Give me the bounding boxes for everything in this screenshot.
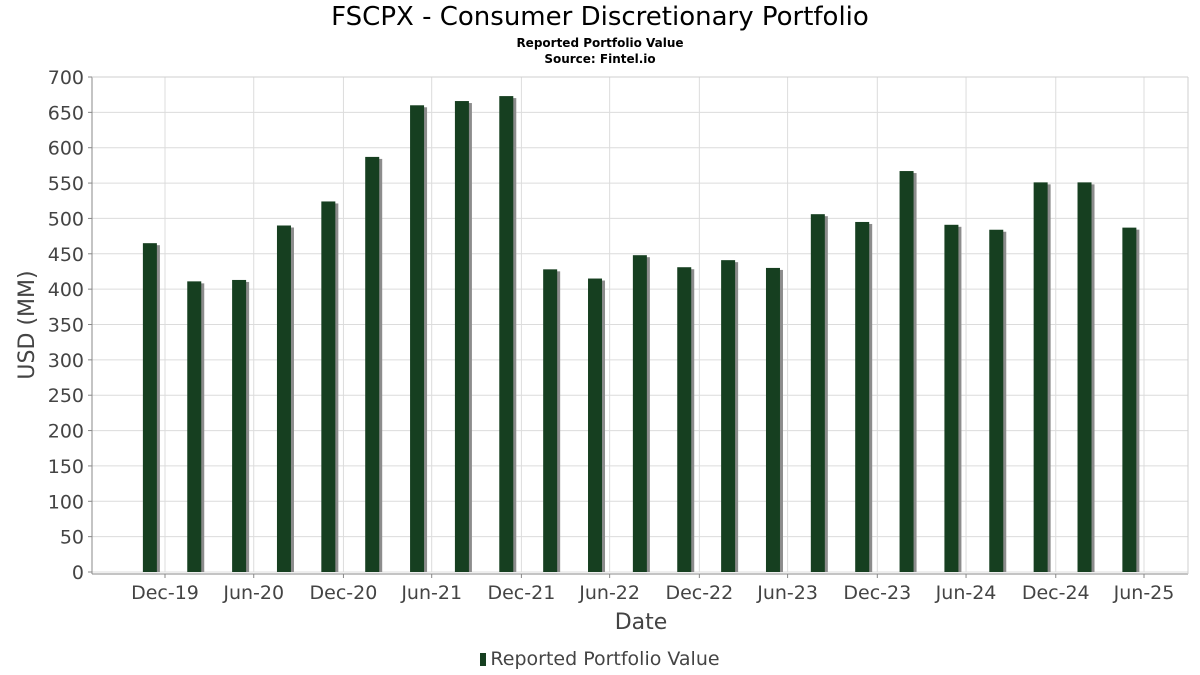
bar (677, 267, 692, 572)
y-tick-label: 450 (48, 244, 84, 266)
legend: Reported Portfolio Value (0, 648, 1200, 670)
y-tick-labels: 0 50 100 150 200 250 300 350 400 450 500 550 600 650 7… (48, 67, 84, 584)
bar (1033, 182, 1048, 572)
chart-subtitle: Reported Portfolio Value (516, 36, 684, 50)
chart-title: FSCPX - Consumer Discretionary Portfolio (331, 2, 869, 32)
bar (765, 267, 780, 572)
axes (88, 76, 1189, 578)
bar (543, 269, 558, 572)
y-tick-label: 150 (48, 456, 84, 478)
x-tick-label: Jun-25 (1113, 582, 1175, 604)
y-tick-label: 350 (48, 315, 84, 337)
bar (321, 201, 336, 572)
bar (632, 255, 647, 572)
bar (232, 279, 247, 572)
x-tick-label: Dec-20 (310, 582, 378, 604)
y-tick-label: 650 (48, 102, 84, 124)
x-tick-label: Jun-22 (578, 582, 640, 604)
x-tick-label: Jun-20 (222, 582, 284, 604)
bar (944, 224, 959, 573)
x-tick-label: Jun-21 (400, 582, 462, 604)
y-tick-label: 200 (48, 421, 84, 443)
y-tick-label: 400 (48, 279, 84, 301)
bar (410, 105, 425, 573)
bar (454, 101, 469, 573)
chart-source: Source: Fintel.io (544, 52, 656, 66)
bar (899, 171, 914, 573)
x-axis-title: Date (615, 610, 668, 635)
x-tick-label: Dec-23 (843, 582, 911, 604)
y-axis-title: USD (MM) (15, 270, 40, 379)
y-tick-label: 50 (60, 527, 84, 549)
y-tick-label: 700 (48, 67, 84, 89)
bar (1077, 182, 1092, 572)
y-tick-label: 0 (72, 562, 84, 584)
bar (810, 214, 825, 572)
bars (142, 96, 1140, 573)
bar (499, 96, 514, 572)
bar (365, 156, 380, 572)
x-tick-label: Jun-24 (935, 582, 997, 604)
y-tick-label: 300 (48, 350, 84, 372)
legend-label: Reported Portfolio Value (490, 648, 720, 670)
x-tick-label: Dec-21 (487, 582, 555, 604)
bar (855, 221, 870, 572)
y-tick-label: 250 (48, 385, 84, 407)
y-tick-label: 500 (48, 208, 84, 230)
x-tick-labels: Dec-19 Jun-20 Dec-20 Jun-21 Dec-21 Jun-22 Dec-… (131, 582, 1174, 604)
legend-swatch (480, 653, 487, 666)
bar (276, 225, 291, 572)
bar (1122, 227, 1137, 572)
y-tick-label: 550 (48, 173, 84, 195)
bar (588, 278, 603, 572)
bar (187, 281, 202, 572)
bar (142, 243, 157, 572)
bar (989, 229, 1004, 572)
x-tick-label: Dec-22 (665, 582, 733, 604)
x-tick-label: Dec-19 (131, 582, 199, 604)
bar (721, 260, 736, 572)
x-tick-label: Jun-23 (756, 582, 818, 604)
y-tick-label: 600 (48, 138, 84, 160)
y-tick-label: 100 (48, 491, 84, 513)
x-tick-label: Dec-24 (1022, 582, 1090, 604)
